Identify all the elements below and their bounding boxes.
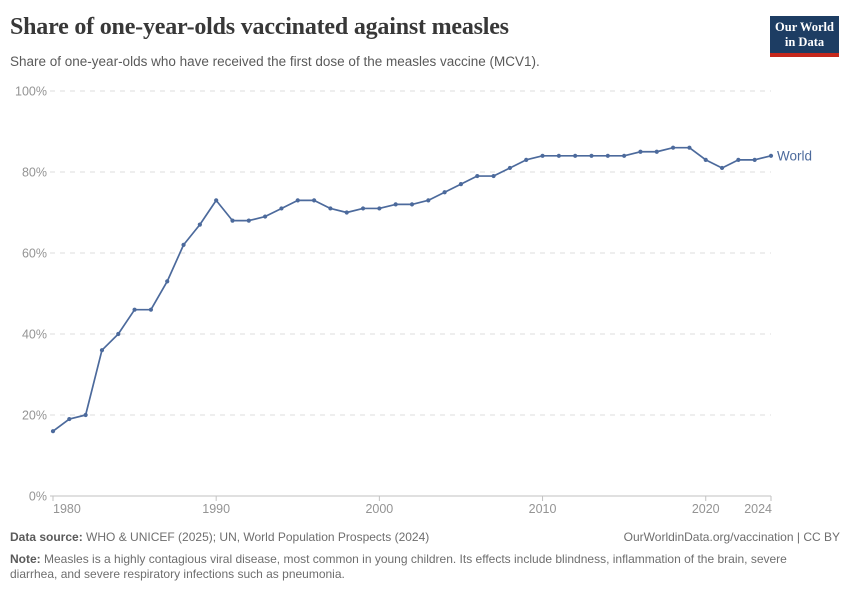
y-tick-label: 20%: [22, 408, 47, 422]
data-point[interactable]: [426, 198, 431, 203]
data-source-row: Data source: WHO & UNICEF (2025); UN, Wo…: [10, 530, 840, 546]
data-point[interactable]: [638, 149, 643, 154]
x-tick-label: 1990: [202, 502, 230, 516]
y-tick-label: 80%: [22, 165, 47, 179]
data-point[interactable]: [605, 153, 610, 158]
data-point[interactable]: [670, 145, 676, 150]
x-tick-label: 2020: [692, 502, 720, 516]
chart-title: Share of one-year-olds vaccinated agains…: [10, 14, 509, 40]
owid-logo[interactable]: Our World in Data: [770, 16, 839, 57]
citation-link[interactable]: OurWorldinData.org/vaccination | CC BY: [623, 530, 840, 544]
chart-subtitle: Share of one-year-olds who have received…: [10, 54, 540, 69]
data-point[interactable]: [116, 331, 121, 337]
data-point[interactable]: [50, 429, 56, 434]
data-point[interactable]: [507, 165, 513, 171]
data-point[interactable]: [197, 222, 202, 227]
data-point[interactable]: [703, 157, 708, 162]
data-point[interactable]: [409, 202, 415, 207]
data-point[interactable]: [377, 206, 382, 211]
data-source: Data source: WHO & UNICEF (2025); UN, Wo…: [10, 530, 429, 546]
y-tick-label: 100%: [15, 84, 47, 98]
data-point[interactable]: [246, 218, 251, 223]
data-point[interactable]: [752, 157, 757, 162]
series-label-world[interactable]: World: [777, 148, 812, 163]
data-line-world[interactable]: [52, 146, 772, 433]
data-point[interactable]: [83, 412, 88, 418]
y-tick-label: 40%: [22, 327, 47, 341]
data-point[interactable]: [67, 416, 72, 422]
data-point[interactable]: [295, 198, 300, 203]
data-point[interactable]: [556, 153, 561, 158]
logo-line-1: Our World: [775, 20, 834, 34]
data-point[interactable]: [279, 206, 284, 211]
chart-footer: Data source: WHO & UNICEF (2025); UN, Wo…: [10, 530, 840, 583]
data-point[interactable]: [393, 202, 398, 207]
data-point[interactable]: [360, 206, 366, 211]
data-point[interactable]: [99, 348, 105, 353]
data-point[interactable]: [475, 173, 480, 179]
data-point[interactable]: [573, 153, 578, 158]
data-point[interactable]: [491, 173, 496, 179]
data-point[interactable]: [344, 210, 349, 215]
x-tick-label: 2024: [744, 502, 772, 516]
data-point[interactable]: [132, 307, 137, 312]
x-tick-label: 1980: [53, 502, 81, 516]
data-point[interactable]: [311, 198, 317, 203]
data-point[interactable]: [654, 149, 659, 154]
data-point[interactable]: [263, 214, 268, 219]
data-point[interactable]: [181, 242, 186, 247]
data-point[interactable]: [622, 153, 627, 158]
data-point[interactable]: [165, 279, 170, 284]
data-point[interactable]: [719, 165, 725, 171]
note-label: Note:: [10, 551, 41, 566]
data-point[interactable]: [589, 153, 594, 158]
y-tick-label: 60%: [22, 246, 47, 260]
note: Note: Measles is a highly contagious vir…: [10, 552, 810, 583]
data-point[interactable]: [736, 157, 741, 162]
note-text: Measles is a highly contagious viral dis…: [10, 551, 787, 582]
data-point[interactable]: [230, 218, 235, 223]
x-tick-label: 2000: [365, 502, 393, 516]
y-tick-label: 0%: [29, 489, 47, 503]
data-point[interactable]: [148, 307, 154, 312]
data-point[interactable]: [768, 153, 774, 158]
data-point[interactable]: [328, 206, 333, 211]
data-point[interactable]: [458, 182, 464, 187]
data-source-text: WHO & UNICEF (2025); UN, World Populatio…: [86, 530, 430, 544]
data-point[interactable]: [442, 190, 447, 195]
x-tick-label: 2010: [529, 502, 557, 516]
data-point[interactable]: [214, 198, 219, 203]
logo-line-2: in Data: [784, 35, 825, 49]
data-source-label: Data source:: [10, 530, 83, 544]
data-point[interactable]: [540, 153, 545, 158]
data-point[interactable]: [524, 157, 529, 162]
data-point[interactable]: [687, 145, 692, 150]
